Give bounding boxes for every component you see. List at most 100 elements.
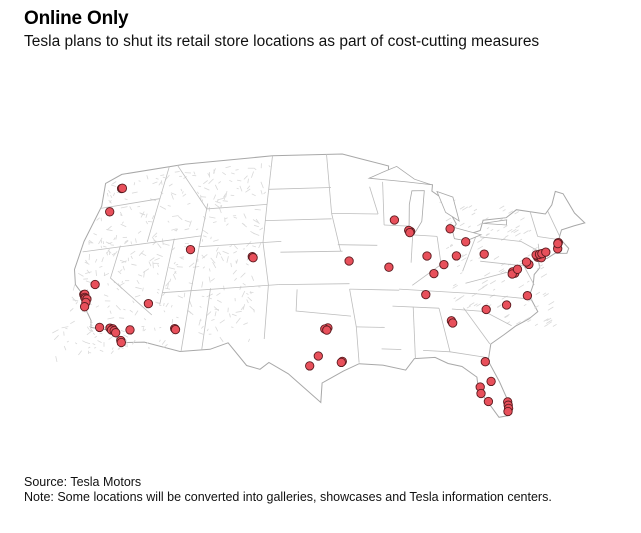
- terrain-stroke: [528, 320, 532, 322]
- store-marker-icon: [106, 208, 114, 216]
- terrain-stroke: [112, 348, 113, 350]
- terrain-stroke: [65, 328, 67, 329]
- store-marker-icon: [477, 389, 485, 397]
- terrain-stroke: [73, 285, 75, 291]
- store-marker-icon: [91, 280, 99, 288]
- terrain-stroke: [122, 281, 123, 283]
- store-marker-icon: [523, 292, 531, 300]
- store-marker-icon: [186, 245, 194, 253]
- terrain-stroke: [85, 342, 90, 344]
- store-marker-icon: [422, 290, 430, 298]
- terrain-stroke: [111, 351, 113, 354]
- store-marker-icon: [345, 257, 353, 265]
- terrain-stroke: [118, 348, 119, 350]
- terrain-stroke: [54, 335, 58, 340]
- terrain-stroke: [541, 274, 547, 278]
- terrain-stroke: [474, 209, 477, 211]
- store-marker-icon: [406, 228, 414, 236]
- terrain-stroke: [99, 333, 102, 334]
- store-marker-icon: [542, 248, 550, 256]
- terrain-stroke: [62, 327, 69, 328]
- terrain-stroke: [109, 336, 113, 339]
- store-marker-icon: [440, 260, 448, 268]
- terrain-stroke: [88, 347, 90, 348]
- terrain-stroke: [472, 213, 476, 215]
- terrain-stroke: [98, 341, 102, 343]
- store-marker-icon: [513, 265, 521, 273]
- terrain-stroke: [549, 302, 555, 305]
- terrain-stroke: [543, 293, 546, 295]
- store-marker-icon: [323, 326, 331, 334]
- terrain-stroke: [89, 254, 90, 260]
- terrain-stroke: [95, 336, 97, 338]
- state-border: [356, 327, 384, 328]
- store-marker-icon: [480, 250, 488, 258]
- terrain-stroke: [70, 308, 73, 311]
- store-marker-icon: [484, 397, 492, 405]
- store-marker-icon: [502, 301, 510, 309]
- terrain-stroke: [93, 344, 96, 345]
- store-marker-icon: [430, 269, 438, 277]
- terrain-stroke: [93, 333, 94, 335]
- terrain-stroke: [82, 341, 85, 343]
- store-marker-icon: [171, 325, 179, 333]
- store-marker-icon: [481, 358, 489, 366]
- terrain-stroke: [137, 206, 140, 207]
- terrain-stroke: [460, 223, 465, 226]
- terrain-stroke: [100, 350, 103, 351]
- store-marker-icon: [126, 326, 134, 334]
- store-marker-icon: [487, 377, 495, 385]
- terrain-stroke: [94, 348, 96, 349]
- store-marker-icon: [522, 258, 530, 266]
- store-marker-icon: [504, 407, 512, 415]
- terrain-stroke: [87, 327, 89, 330]
- store-marker-icon: [144, 299, 152, 307]
- terrain-stroke: [72, 297, 76, 302]
- store-marker-icon: [423, 252, 431, 260]
- terrain-stroke: [535, 324, 538, 326]
- terrain-stroke: [87, 331, 92, 335]
- terrain-stroke: [544, 324, 548, 326]
- terrain-stroke: [469, 206, 472, 208]
- store-marker-icon: [390, 216, 398, 224]
- store-marker-icon: [80, 303, 88, 311]
- source-note: Source: Tesla Motors: [24, 475, 552, 490]
- terrain-stroke: [251, 291, 252, 294]
- terrain-stroke: [52, 330, 58, 333]
- store-marker-icon: [112, 329, 120, 337]
- terrain-stroke: [503, 210, 506, 212]
- terrain-stroke: [541, 267, 544, 269]
- store-marker-icon: [446, 225, 454, 233]
- terrain-stroke: [499, 206, 504, 209]
- terrain-stroke: [486, 218, 489, 220]
- store-marker-icon: [314, 352, 322, 360]
- store-marker-icon: [117, 338, 125, 346]
- terrain-stroke: [202, 296, 205, 297]
- terrain-stroke: [70, 321, 74, 324]
- terrain-stroke: [536, 292, 540, 295]
- terrain-stroke: [56, 356, 57, 362]
- store-marker-icon: [95, 323, 103, 331]
- store-marker-icon: [462, 238, 470, 246]
- terrain-stroke: [78, 351, 81, 355]
- store-marker-icon: [337, 358, 345, 366]
- store-marker-icon: [452, 252, 460, 260]
- terrain-stroke: [67, 341, 69, 342]
- terrain-stroke: [76, 302, 78, 305]
- store-marker-icon: [306, 362, 314, 370]
- store-marker-icon: [554, 239, 562, 247]
- store-marker-icon: [449, 319, 457, 327]
- terrain-stroke: [64, 346, 66, 350]
- disclaimer-note: Note: Some locations will be converted i…: [24, 490, 552, 505]
- terrain-stroke: [548, 307, 553, 310]
- store-marker-icon: [118, 184, 126, 192]
- store-marker-icon: [482, 305, 490, 313]
- footer: Source: Tesla Motors Note: Some location…: [24, 475, 552, 505]
- store-marker-icon: [385, 263, 393, 271]
- terrain-stroke: [75, 343, 77, 344]
- terrain-stroke: [468, 226, 471, 228]
- terrain-stroke: [460, 206, 465, 209]
- terrain-stroke: [131, 241, 132, 244]
- terrain-stroke: [119, 318, 124, 319]
